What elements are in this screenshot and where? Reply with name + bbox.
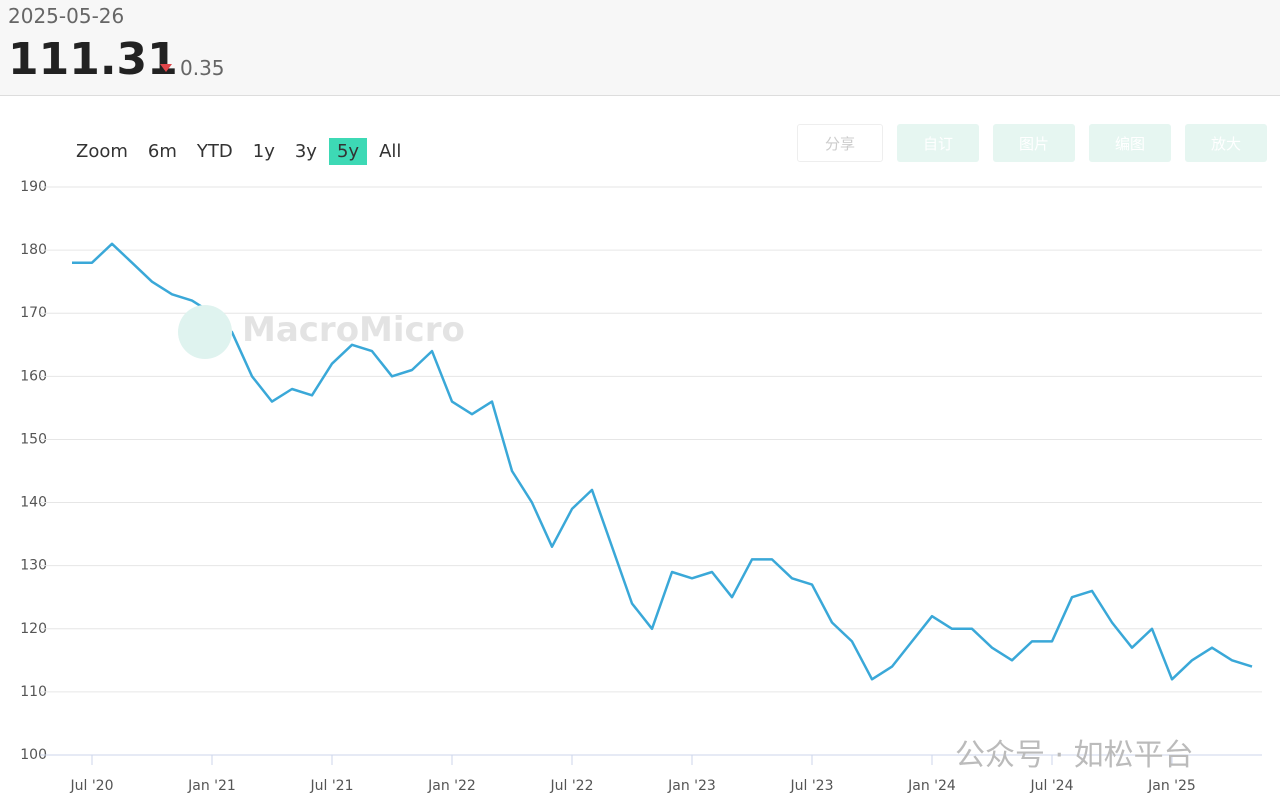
- y-tick-label: 120: [20, 621, 47, 637]
- zoom-label: Zoom: [76, 141, 128, 162]
- date: 2025-05-26: [8, 4, 125, 28]
- y-tick-label: 100: [20, 747, 47, 763]
- y-tick-label: 180: [20, 242, 47, 258]
- zoom-bar: Zoom 6m YTD 1y 3y 5y All: [68, 138, 413, 165]
- y-tick-label: 110: [20, 684, 47, 700]
- tool-button[interactable]: 分享: [797, 124, 883, 162]
- y-tick-label: 150: [20, 431, 47, 447]
- range-button[interactable]: 1y: [252, 141, 275, 162]
- latest-value: 111.31: [8, 34, 178, 85]
- range-button[interactable]: 6m: [147, 141, 177, 162]
- y-tick-label: 160: [20, 368, 47, 384]
- x-tick-label: Jul '20: [69, 778, 113, 794]
- change: 0.35: [180, 56, 225, 80]
- x-tick-label: Jan '24: [907, 778, 956, 794]
- watermark-logo: [178, 305, 232, 359]
- tool-button[interactable]: 放大: [1185, 124, 1267, 162]
- y-tick-label: 190: [20, 179, 47, 195]
- tool-button[interactable]: 编图: [1089, 124, 1171, 162]
- y-tick-label: 130: [20, 558, 47, 574]
- tool-button[interactable]: 图片: [993, 124, 1075, 162]
- x-tick-label: Jan '25: [1147, 778, 1196, 794]
- x-tick-label: Jan '21: [187, 778, 236, 794]
- x-tick-label: Jan '23: [667, 778, 716, 794]
- range-button[interactable]: 3y: [294, 141, 317, 162]
- range-button[interactable]: YTD: [196, 141, 233, 162]
- header: 2025-05-26 111.31 0.35: [0, 0, 1280, 96]
- x-tick-label: Jul '22: [549, 778, 593, 794]
- range-button[interactable]: All: [379, 141, 402, 162]
- down-arrow: [160, 64, 172, 72]
- y-tick-label: 170: [20, 305, 47, 321]
- x-tick-label: Jul '23: [789, 778, 833, 794]
- credit: 公众号 · 如松平台: [955, 738, 1194, 773]
- tool-button[interactable]: 自订: [897, 124, 979, 162]
- line-series: [72, 242, 1253, 681]
- watermark: MacroMicro: [242, 310, 465, 350]
- x-tick-label: Jul '24: [1029, 778, 1073, 794]
- x-tick-label: Jan '22: [427, 778, 476, 794]
- toolbar-buttons: 分享 自订 图片 编图 放大: [797, 124, 1280, 162]
- range-button[interactable]: 5y: [328, 138, 368, 165]
- x-tick-label: Jul '21: [309, 778, 353, 794]
- y-tick-label: 140: [20, 495, 47, 511]
